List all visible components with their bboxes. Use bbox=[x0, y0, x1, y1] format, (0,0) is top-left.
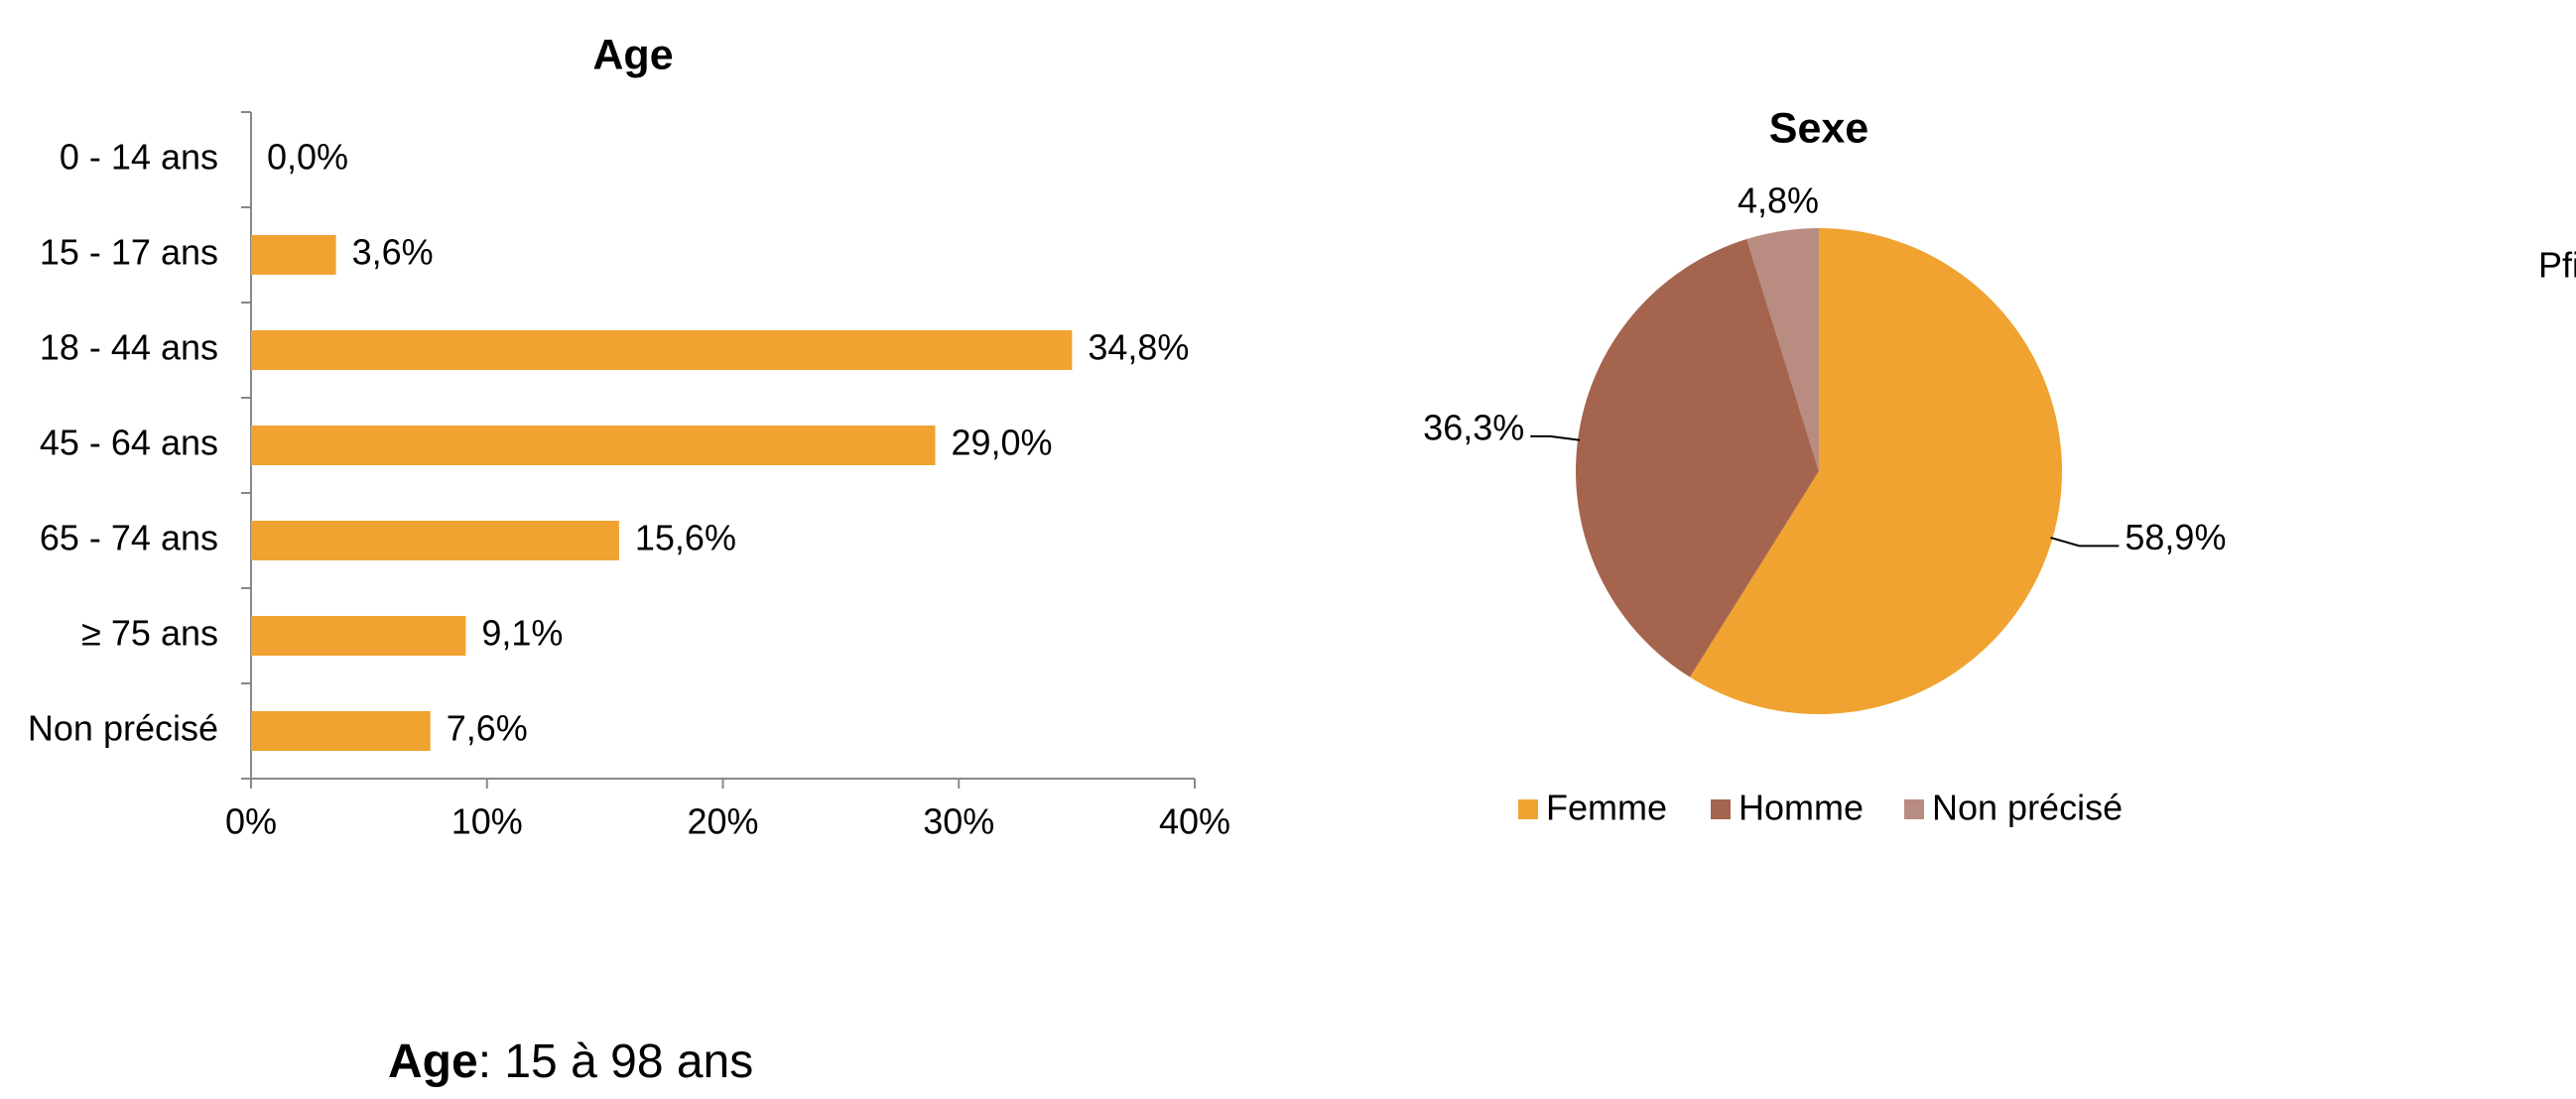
footnote: Age: 15 à 98 ans bbox=[388, 1036, 753, 1088]
category-label: 15 - 17 ans bbox=[40, 232, 218, 273]
cropped-text: Pfi bbox=[2538, 245, 2576, 286]
legend-swatch bbox=[1711, 799, 1731, 819]
value-label: 58,9% bbox=[2125, 517, 2226, 557]
pie-slice bbox=[1746, 228, 1819, 471]
bar bbox=[251, 711, 431, 751]
x-tick-label: 20% bbox=[687, 801, 758, 842]
category-label: 0 - 14 ans bbox=[60, 137, 218, 178]
value-label: 29,0% bbox=[951, 423, 1052, 463]
legend-label: Homme bbox=[1739, 788, 1864, 828]
x-tick-label: 40% bbox=[1159, 801, 1230, 842]
value-label: 0,0% bbox=[267, 137, 348, 178]
value-label: 3,6% bbox=[352, 232, 434, 273]
value-label: 34,8% bbox=[1088, 327, 1189, 368]
x-tick-label: 30% bbox=[923, 801, 994, 842]
footnote-text: : 15 à 98 ans bbox=[478, 1036, 754, 1088]
category-label: 45 - 64 ans bbox=[40, 423, 218, 463]
chart-title: Age bbox=[592, 31, 673, 78]
category-label: ≥ 75 ans bbox=[81, 613, 218, 654]
legend-swatch bbox=[1904, 799, 1924, 819]
pie-slice bbox=[1690, 228, 2062, 714]
value-label: 7,6% bbox=[447, 708, 528, 749]
leader-line bbox=[2050, 537, 2120, 548]
value-label: 4,8% bbox=[1738, 181, 1819, 221]
bar bbox=[251, 521, 619, 560]
bar bbox=[251, 426, 936, 465]
bar bbox=[251, 330, 1073, 370]
value-label: 36,3% bbox=[1423, 407, 1524, 447]
footnote-label: Age bbox=[388, 1036, 478, 1088]
bar bbox=[251, 235, 336, 275]
x-tick-label: 0% bbox=[225, 801, 277, 842]
x-tick-label: 10% bbox=[451, 801, 523, 842]
leader-line bbox=[1530, 434, 1581, 441]
category-label: 18 - 44 ans bbox=[40, 327, 218, 368]
bar bbox=[251, 616, 466, 656]
legend-swatch bbox=[1518, 799, 1538, 819]
pie-slice bbox=[1576, 239, 1819, 677]
legend-label: Non précisé bbox=[1932, 788, 2123, 828]
category-label: 65 - 74 ans bbox=[40, 518, 218, 558]
category-label: Non précisé bbox=[28, 708, 218, 749]
legend-label: Femme bbox=[1546, 788, 1667, 828]
value-label: 9,1% bbox=[481, 613, 563, 654]
chart-title: Sexe bbox=[1769, 104, 1868, 152]
value-label: 15,6% bbox=[635, 518, 736, 558]
